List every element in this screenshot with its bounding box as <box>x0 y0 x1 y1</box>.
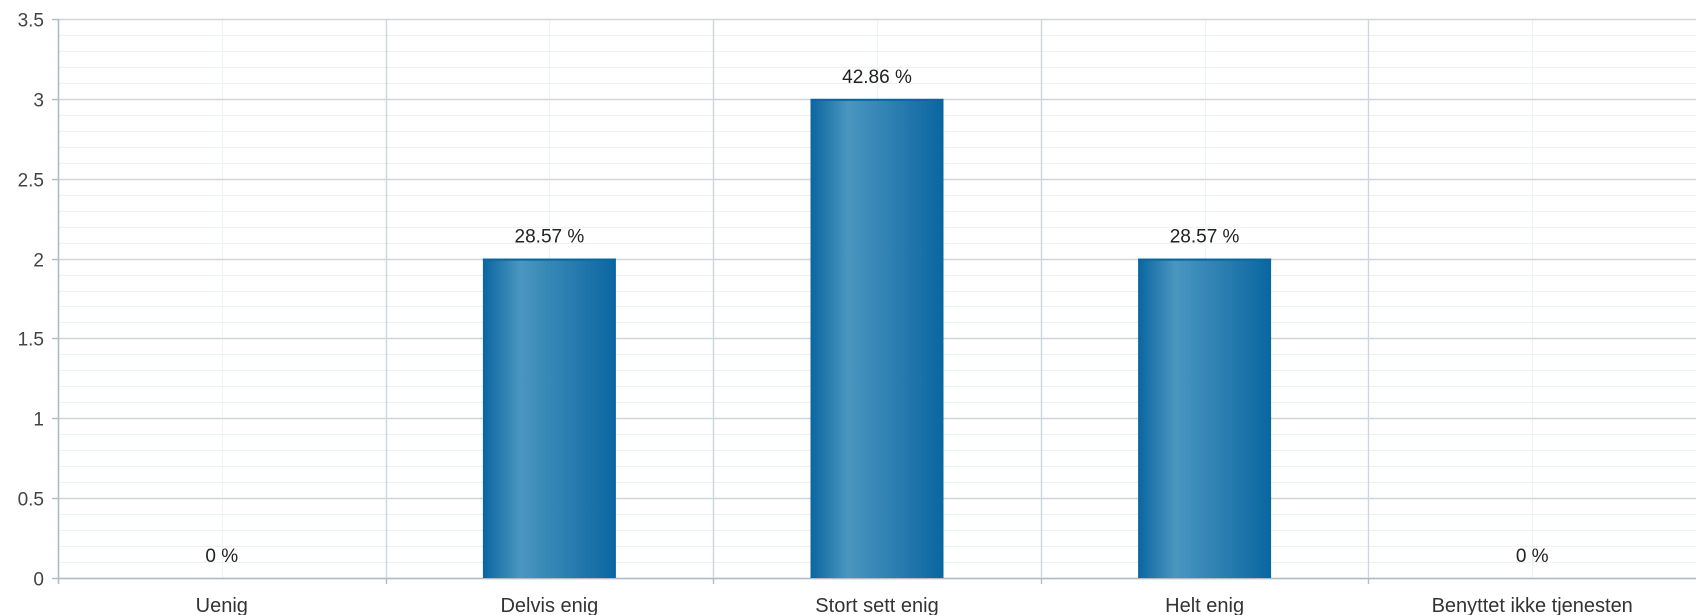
x-tick-label: Helt enig <box>1165 595 1244 615</box>
bar <box>1138 258 1272 578</box>
x-tick-label: Delvis enig <box>500 595 598 615</box>
data-labels: 0 % 28.57 % 42.86 % 28.57 % 0 % <box>205 67 1548 567</box>
y-tick-label: 2 <box>33 251 44 272</box>
x-tick-label: Stort sett enig <box>815 595 938 615</box>
data-label: 28.57 % <box>515 227 585 248</box>
y-tick-label: 2.5 <box>18 171 44 192</box>
bar <box>482 258 616 578</box>
y-tick-label: 1 <box>33 410 44 431</box>
data-label: 42.86 % <box>842 67 912 88</box>
y-tick-label: 3 <box>33 91 44 112</box>
bar <box>810 98 944 578</box>
y-tick-label: 1.5 <box>18 330 44 351</box>
bars <box>482 98 1272 578</box>
data-label: 0 % <box>205 546 238 567</box>
data-label: 28.57 % <box>1170 227 1240 248</box>
data-label: 0 % <box>1516 546 1549 567</box>
x-tick-label: Benyttet ikke tjenesten <box>1432 595 1633 615</box>
y-tick-label: 0.5 <box>18 490 44 511</box>
y-tick-label: 0 <box>33 570 44 591</box>
x-tick-label: Uenig <box>196 595 248 615</box>
axes: 0 0.5 1 1.5 2 2.5 3 3.5 Uenig Delvis enig Stort se… <box>18 11 1696 615</box>
y-tick-label: 3.5 <box>18 11 44 32</box>
